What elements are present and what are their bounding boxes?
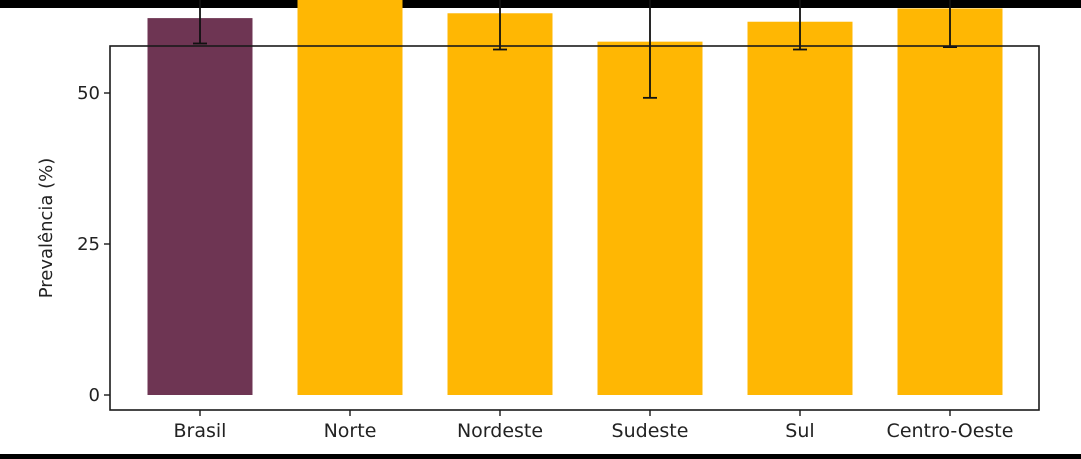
- plot-area-frame: [109, 45, 1040, 411]
- bar-sul: [747, 21, 853, 396]
- x-axis: Brasil Norte Nordeste Sudeste Sul Centro-Oest…: [174, 410, 1014, 442]
- bar-norte: [297, 0, 403, 396]
- y-axis-title: Prevalência (%): [36, 158, 57, 299]
- error-bars-layer: [193, 0, 957, 99]
- bottom-border-band: [0, 454, 1081, 459]
- x-tick-label: Norte: [324, 420, 377, 442]
- x-tick-label: Sul: [785, 420, 814, 442]
- bar-centro-oeste: [897, 8, 1003, 395]
- x-tick-label: Nordeste: [457, 420, 543, 442]
- x-tick-label: Sudeste: [612, 420, 689, 442]
- bars-layer: [147, 0, 1003, 396]
- y-tick-label: 50: [77, 83, 100, 104]
- x-tick-label: Brasil: [174, 420, 227, 442]
- bar-brasil: [147, 18, 253, 395]
- top-border-band: [0, 0, 1081, 8]
- y-tick-label: 0: [89, 385, 100, 406]
- y-tick-label: 25: [77, 234, 100, 255]
- x-tick-label: Centro-Oeste: [887, 420, 1014, 442]
- bar-nordeste: [447, 13, 553, 395]
- y-axis: 0255075100: [77, 83, 110, 406]
- bar-sudeste: [597, 41, 703, 395]
